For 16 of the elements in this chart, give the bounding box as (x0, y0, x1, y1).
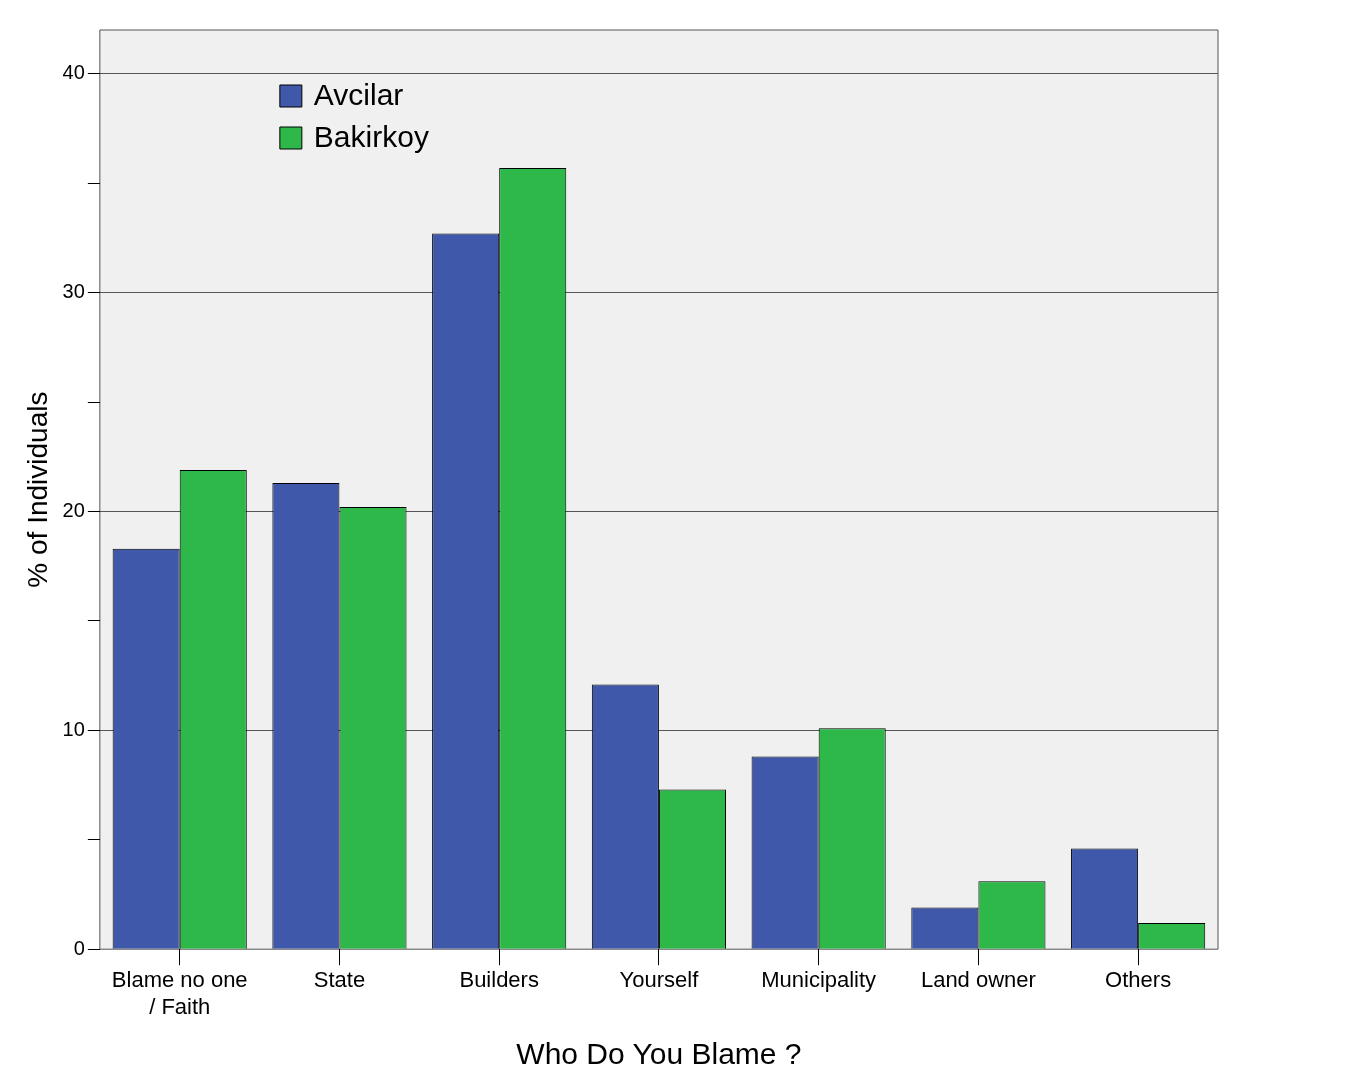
x-tick-label: State (313, 967, 366, 993)
x-tick-label: Municipality (761, 967, 877, 993)
y-tick-label: 20 (62, 499, 85, 521)
y-axis-title: % of Individuals (21, 391, 53, 588)
x-axis-title: Who Do You Blame ? (516, 1037, 802, 1071)
x-tick-label: Builders (459, 967, 539, 993)
y-tick-label: 10 (62, 717, 85, 740)
x-tick-label: Yourself (619, 967, 700, 993)
x-tick-label: Blame no one / Faith (111, 967, 248, 1019)
y-tick-label: 40 (62, 61, 85, 84)
x-tick-label: Land owner (920, 967, 1036, 993)
y-tick-label: 0 (73, 936, 85, 959)
legend-label: Avcilar (313, 78, 404, 112)
x-tick-label: Others (1105, 967, 1172, 993)
y-tick-label: 30 (62, 280, 85, 303)
legend-label: Bakirkoy (313, 120, 429, 154)
